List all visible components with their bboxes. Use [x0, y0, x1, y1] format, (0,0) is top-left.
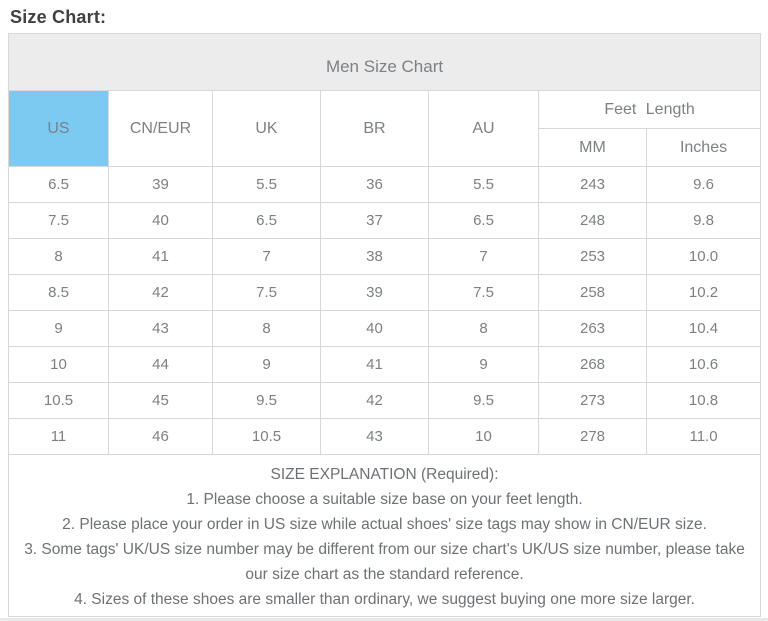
table-cell: 10.6 [645, 346, 762, 383]
table-cell: 10.4 [645, 310, 762, 347]
size-explanation-item: 3. Some tags' UK/US size number may be d… [24, 541, 745, 583]
table-cell: 6.5 [428, 202, 539, 239]
table-cell: 41 [320, 346, 429, 383]
table-cell: 10 [428, 418, 539, 455]
table-cell: 10.2 [645, 274, 762, 311]
table-cell: 9 [212, 346, 321, 383]
size-explanation-heading: SIZE EXPLANATION (Required): [270, 466, 499, 483]
column-header-cn-eur: CN/EUR [108, 90, 213, 167]
table-row: 6.5 39 5.5 36 5.5 243 9.6 [8, 166, 762, 203]
table-cell: 42 [320, 382, 429, 419]
table-cell: 9.5 [428, 382, 539, 419]
table-cell: 38 [320, 238, 429, 275]
table-cell: 10.8 [645, 382, 762, 419]
table-cell: 10.5 [8, 382, 109, 419]
table-cell: 8 [428, 310, 539, 347]
table-cell: 273 [538, 382, 647, 419]
table-cell: 10 [8, 346, 109, 383]
table-cell: 7.5 [212, 274, 321, 311]
table-row: 11 46 10.5 43 10 278 11.0 [8, 418, 762, 455]
column-header-us: US [8, 90, 109, 167]
table-cell: 39 [108, 166, 213, 203]
column-header-mm: MM [538, 128, 647, 167]
table-cell: 10.5 [212, 418, 321, 455]
table-cell: 43 [320, 418, 429, 455]
column-header-uk: UK [212, 90, 321, 167]
size-explanation-row: SIZE EXPLANATION (Required): 1. Please c… [7, 454, 762, 617]
table-caption: Men Size Chart [7, 33, 762, 91]
table-cell: 9 [428, 346, 539, 383]
table-cell: 43 [108, 310, 213, 347]
table-cell: 46 [108, 418, 213, 455]
table-cell: 36 [320, 166, 429, 203]
table-cell: 7 [428, 238, 539, 275]
table-row: 8 41 7 38 7 253 10.0 [8, 238, 762, 275]
table-cell: 248 [538, 202, 647, 239]
size-explanation-item: 4. Sizes of these shoes are smaller than… [74, 591, 695, 608]
column-header-row: US CN/EUR UK BR AU Feet Length [8, 90, 762, 167]
table-cell: 7 [212, 238, 321, 275]
column-header-feet-length: Feet Length [537, 90, 762, 129]
table-cell: 9.5 [212, 382, 321, 419]
table-cell: 11.0 [645, 418, 762, 455]
table-cell: 44 [108, 346, 213, 383]
table-row: 9 43 8 40 8 263 10.4 [8, 310, 762, 347]
table-cell: 6.5 [212, 202, 321, 239]
column-header-inches: Inches [645, 128, 762, 167]
table-cell: 6.5 [8, 166, 109, 203]
table-cell: 258 [538, 274, 647, 311]
table-row: 10.5 45 9.5 42 9.5 273 10.8 [8, 382, 762, 419]
sub-header-row: MM Inches [9, 128, 762, 167]
table-cell: 45 [108, 382, 213, 419]
size-explanation-item: 2. Please place your order in US size wh… [62, 516, 707, 533]
table-cell: 39 [320, 274, 429, 311]
table-cell: 243 [538, 166, 647, 203]
table-cell: 5.5 [212, 166, 321, 203]
table-cell: 11 [8, 418, 109, 455]
table-cell: 8 [8, 238, 109, 275]
table-row: 8.5 42 7.5 39 7.5 258 10.2 [8, 274, 762, 311]
table-cell: 40 [320, 310, 429, 347]
size-explanation-item: 1. Please choose a suitable size base on… [186, 491, 583, 508]
table-cell: 9.8 [645, 202, 762, 239]
table-cell: 5.5 [428, 166, 539, 203]
table-cell: 37 [320, 202, 429, 239]
page-title: Size Chart: [10, 7, 107, 27]
table-cell: 8 [212, 310, 321, 347]
men-size-chart-table: Men Size Chart US CN/EUR UK BR AU Feet L… [7, 33, 762, 617]
table-cell: 253 [538, 238, 647, 275]
column-header-au: AU [428, 90, 539, 167]
table-row: 10 44 9 41 9 268 10.6 [8, 346, 762, 383]
table-cell: 8.5 [8, 274, 109, 311]
table-cell: 10.0 [645, 238, 762, 275]
table-cell: 40 [108, 202, 213, 239]
table-cell: 42 [108, 274, 213, 311]
column-header-br: BR [320, 90, 429, 167]
table-cell: 41 [108, 238, 213, 275]
table-cell: 9.6 [645, 166, 762, 203]
table-cell: 7.5 [428, 274, 539, 311]
table-cell: 9 [8, 310, 109, 347]
table-cell: 263 [538, 310, 647, 347]
table-caption-row: Men Size Chart [7, 33, 762, 91]
table-row: 7.5 40 6.5 37 6.5 248 9.8 [8, 202, 762, 239]
table-cell: 278 [538, 418, 647, 455]
table-cell: 268 [538, 346, 647, 383]
page-bottom-edge [0, 618, 768, 621]
table-cell: 7.5 [8, 202, 109, 239]
size-explanation: SIZE EXPLANATION (Required): 1. Please c… [7, 454, 762, 617]
